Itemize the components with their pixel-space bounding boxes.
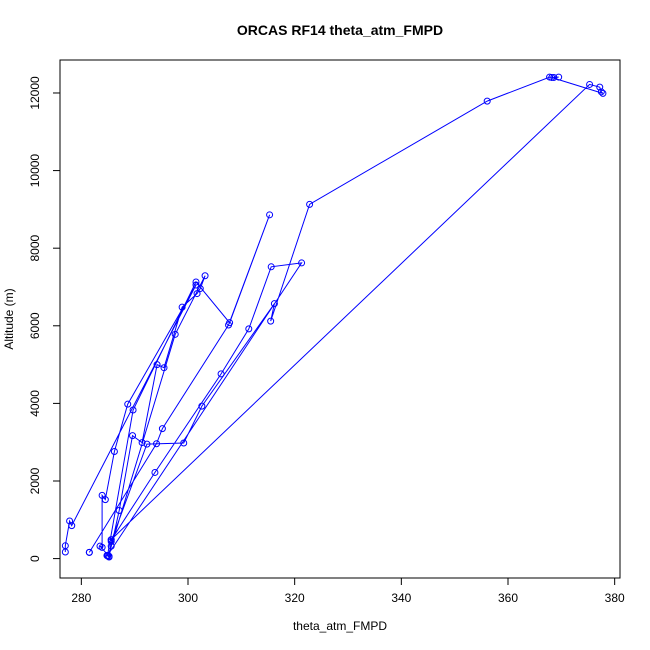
data-point — [124, 400, 132, 408]
data-point — [138, 439, 146, 447]
series-line — [64, 76, 604, 558]
chart-title: ORCAS RF14 theta_atm_FMPD — [237, 22, 443, 38]
data-point — [153, 361, 161, 369]
data-point — [217, 370, 225, 378]
data-point — [105, 553, 113, 561]
x-tick-label: 280 — [71, 591, 91, 605]
y-tick-label: 4000 — [28, 390, 42, 417]
data-point — [245, 325, 253, 333]
data-point — [192, 281, 200, 289]
data-point — [158, 425, 166, 433]
data-point — [196, 285, 204, 293]
data-point — [267, 263, 275, 271]
data-point — [180, 439, 188, 447]
y-tick-label: 8000 — [28, 235, 42, 262]
data-point — [267, 317, 275, 325]
data-point — [201, 272, 209, 280]
data-point — [597, 88, 605, 96]
data-point — [68, 522, 76, 530]
data-point — [599, 89, 607, 97]
x-tick-label: 380 — [605, 591, 625, 605]
data-point — [110, 448, 118, 456]
data-point — [153, 440, 161, 448]
data-point — [225, 321, 233, 329]
data-point — [85, 548, 93, 556]
x-axis-label: theta_atm_FMPD — [293, 619, 387, 633]
data-point — [270, 300, 278, 308]
data-point — [193, 290, 201, 298]
data-point — [160, 364, 168, 372]
data-point — [129, 432, 137, 440]
x-tick-label: 300 — [178, 591, 198, 605]
series-points — [61, 73, 607, 561]
data-point — [483, 97, 491, 105]
data-point — [143, 440, 151, 448]
data-point — [171, 330, 179, 338]
plot-frame — [59, 59, 621, 579]
data-point — [586, 80, 594, 88]
data-point — [550, 73, 558, 81]
x-tick-label: 340 — [391, 591, 411, 605]
data-point — [266, 211, 274, 219]
data-point — [548, 73, 556, 81]
x-tick-label: 320 — [285, 591, 305, 605]
data-point — [61, 542, 69, 550]
y-axis: 0 2000 4000 6000 8000 10000 12000 — [28, 76, 60, 562]
data-point — [98, 491, 106, 499]
y-tick-label: 10000 — [28, 154, 42, 188]
data-point — [115, 506, 123, 514]
data-point — [198, 402, 206, 410]
data-point — [178, 303, 186, 311]
data-point — [192, 278, 200, 286]
y-tick-label: 0 — [28, 555, 42, 562]
series-polyline — [64, 76, 604, 558]
data-point — [107, 536, 115, 544]
data-point — [103, 551, 111, 559]
y-tick-label: 2000 — [28, 467, 42, 494]
data-point — [151, 468, 159, 476]
y-tick-label: 12000 — [28, 76, 42, 110]
x-tick-label: 360 — [498, 591, 518, 605]
x-axis: 280 300 320 340 360 380 — [71, 578, 625, 605]
y-tick-label: 6000 — [28, 312, 42, 339]
data-point — [298, 259, 306, 267]
data-point — [129, 406, 137, 414]
y-axis-label: Altitude (m) — [2, 288, 16, 349]
data-point — [306, 200, 314, 208]
data-point — [96, 542, 104, 550]
data-point — [596, 83, 604, 91]
data-point — [555, 73, 563, 81]
